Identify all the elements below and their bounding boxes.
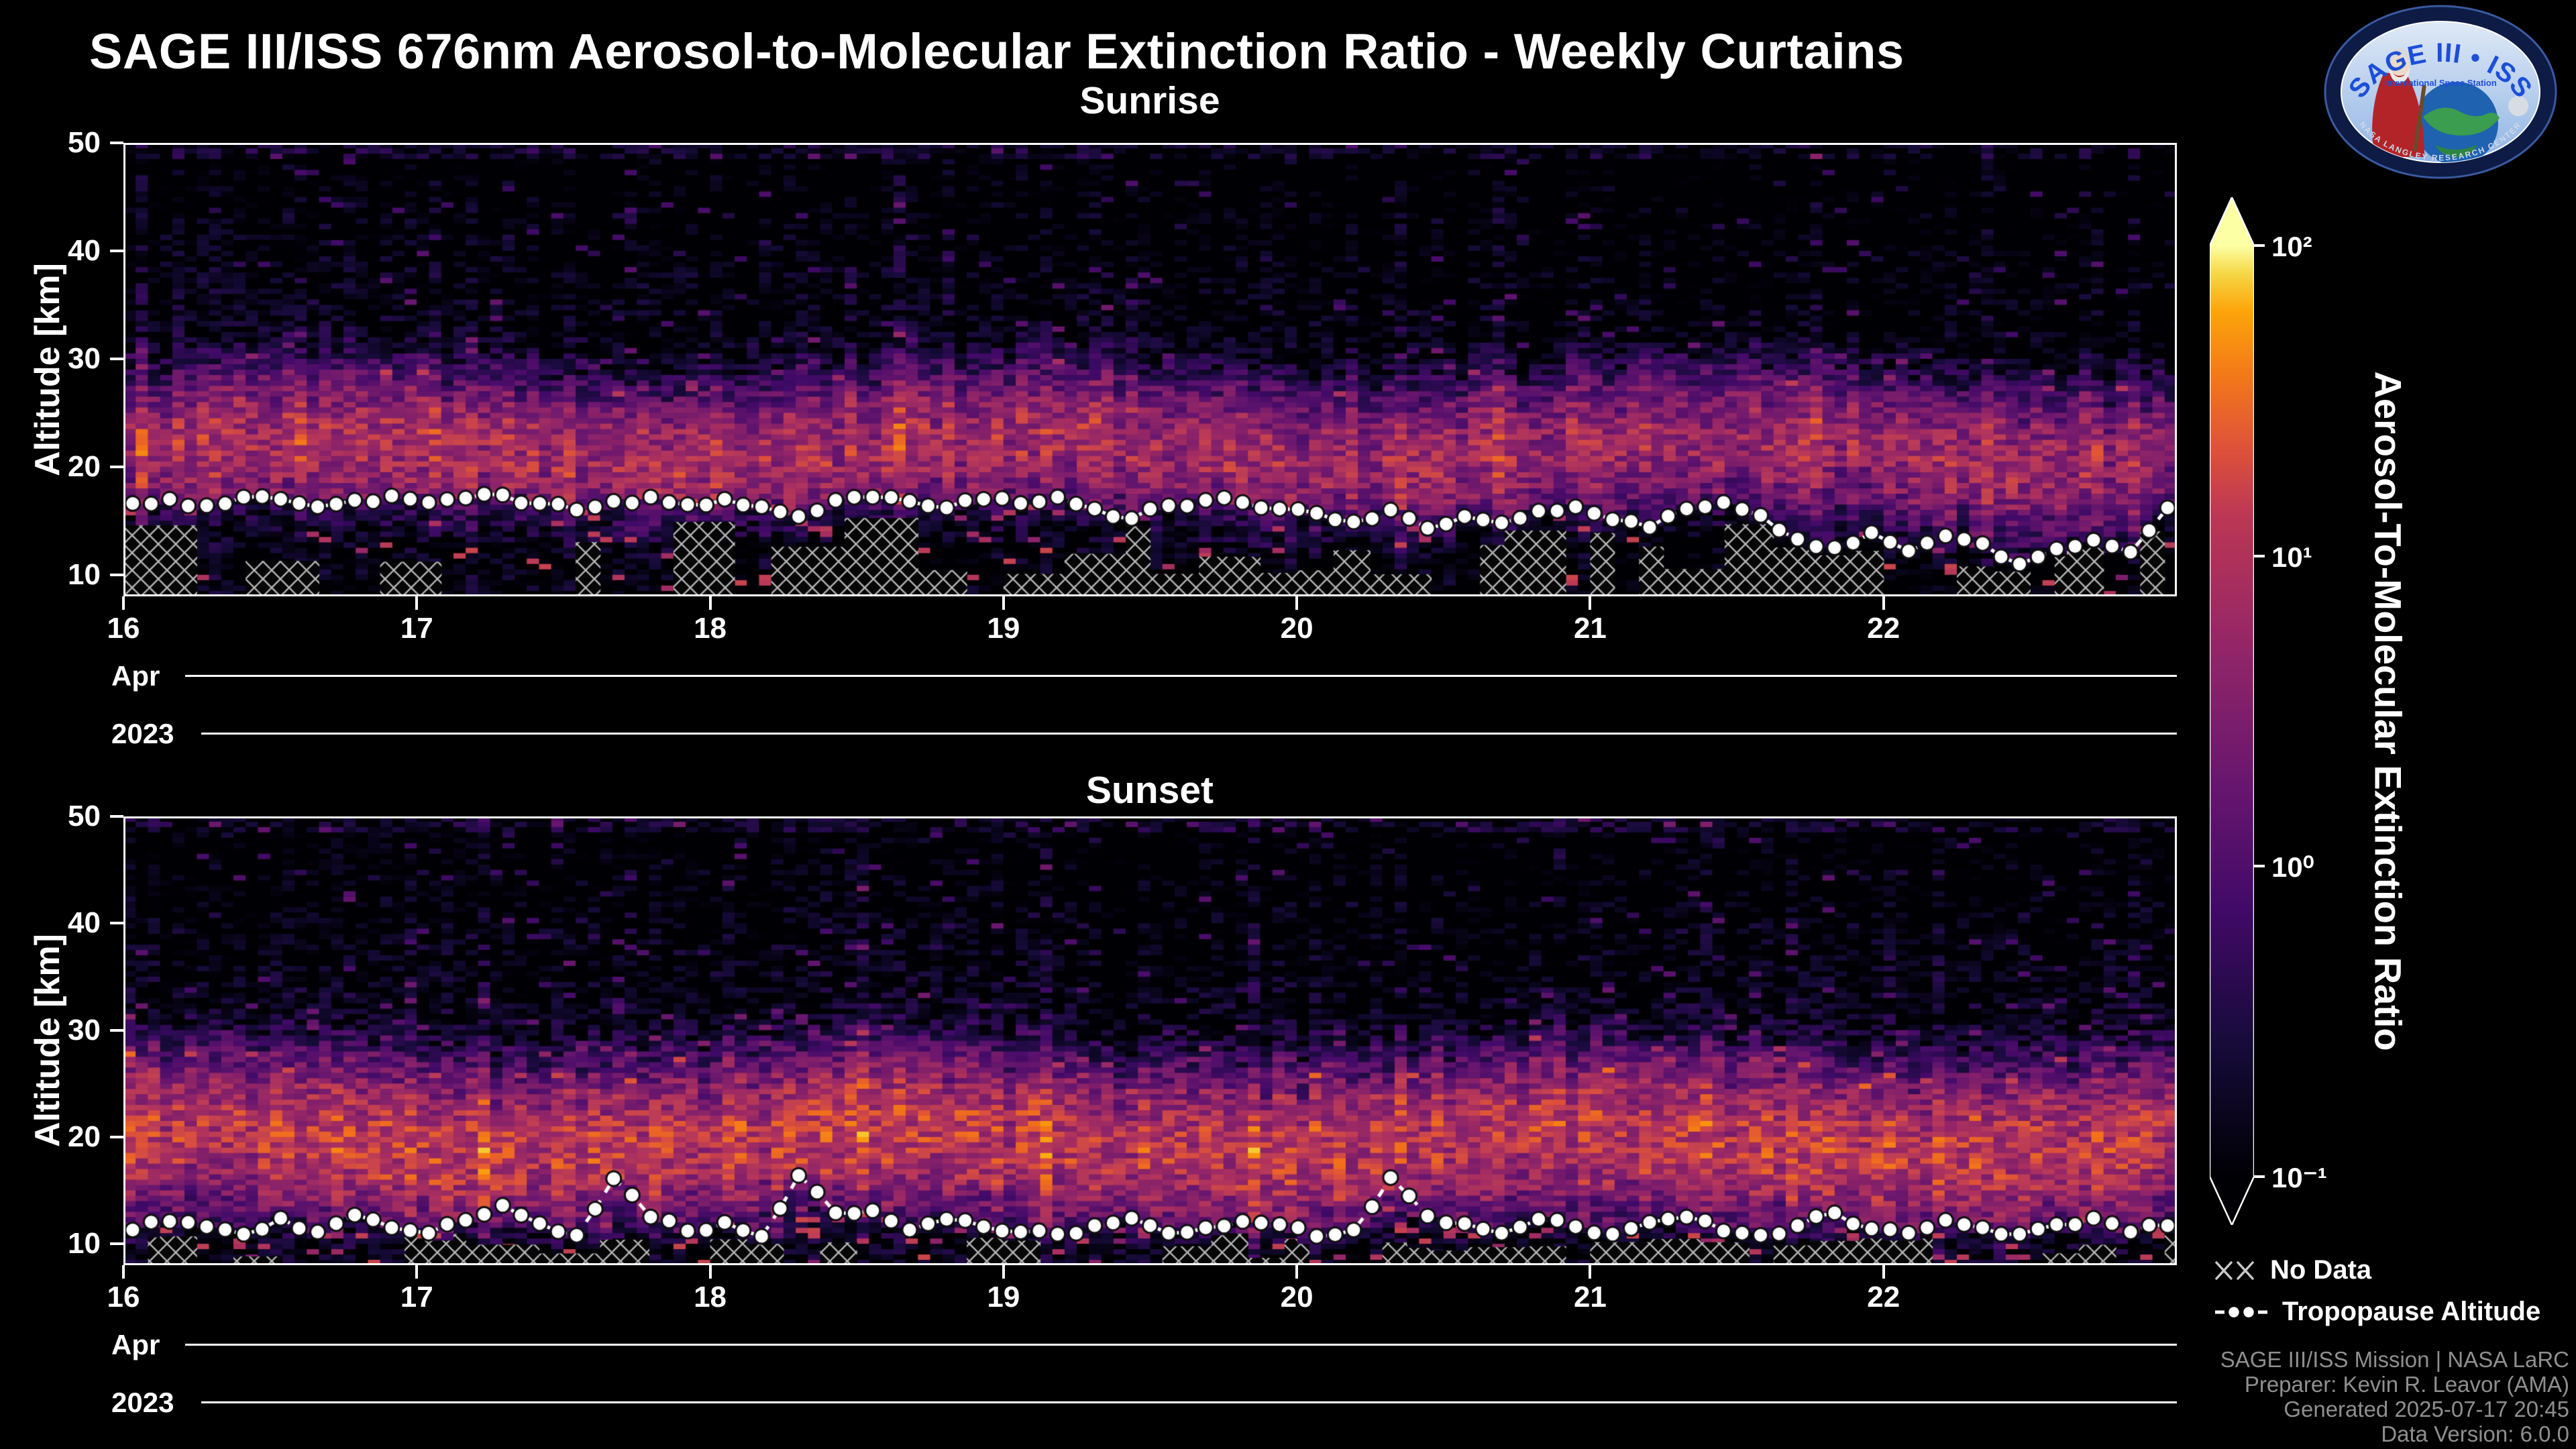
x-tick-mark <box>415 1265 419 1279</box>
colorbar-tick-mark <box>2254 1175 2265 1178</box>
x-tick-mark <box>415 596 419 610</box>
sage-iss-mission-logo: SAGE III • ISS International Space Stati… <box>2324 5 2557 179</box>
legend-no-data: No Data <box>2214 1255 2371 1285</box>
x-tick-label: 16 <box>107 1281 140 1313</box>
x-tick-mark <box>1002 1265 1005 1279</box>
page-title: SAGE III/ISS 676nm Aerosol-to-Molecular … <box>89 23 1904 79</box>
x-tick-mark <box>1589 596 1592 610</box>
y-tick-mark <box>110 357 123 360</box>
y-tick-label: 50 <box>68 800 101 833</box>
x-tick-mark <box>1882 596 1885 610</box>
y-tick-mark <box>110 1028 123 1032</box>
x-axis-month-line <box>185 1344 2177 1346</box>
credits: SAGE III/ISS Mission | NASA LaRC Prepare… <box>2220 1347 2569 1446</box>
x-tick-label: 19 <box>987 612 1020 645</box>
legend-tropopause: Tropopause Altitude <box>2214 1297 2540 1327</box>
y-tick-label: 40 <box>68 233 101 267</box>
y-tick-mark <box>110 465 123 468</box>
credit-version: Data Version: 6.0.0 <box>2381 1421 2569 1446</box>
y-tick-label: 50 <box>68 126 101 159</box>
y-tick-mark <box>110 573 123 576</box>
x-tick-label: 17 <box>400 612 433 645</box>
y-tick-label: 30 <box>68 1013 101 1046</box>
legend-no-data-label: No Data <box>2270 1255 2372 1285</box>
colorbar-label: Aerosol-To-Molecular Extinction Ratio <box>2367 371 2410 1051</box>
x-axis-month-label: Apr <box>111 1329 160 1360</box>
colorbar <box>2210 197 2254 1225</box>
x-tick-mark <box>1295 596 1299 610</box>
panel-title-sunrise: Sunrise <box>1079 79 1220 122</box>
x-tick-mark <box>708 596 712 610</box>
x-axis-year-label: 2023 <box>111 1387 174 1418</box>
colorbar-tick-mark <box>2254 554 2265 557</box>
y-tick-label: 10 <box>68 1227 101 1260</box>
legend-tropopause-label: Tropopause Altitude <box>2282 1297 2541 1326</box>
x-axis-year-line <box>201 1401 2177 1403</box>
x-tick-label: 22 <box>1867 1281 1900 1313</box>
x-tick-label: 18 <box>694 612 727 645</box>
y-tick-mark <box>110 1242 123 1246</box>
sunrise-heatmap-canvas <box>123 143 2177 596</box>
no-data-hatch-icon <box>2215 1260 2254 1280</box>
colorbar-tick-mark <box>2254 865 2265 868</box>
x-axis-month-label: Apr <box>111 660 160 692</box>
y-tick-label: 20 <box>68 449 101 483</box>
x-tick-label: 20 <box>1280 1281 1313 1313</box>
colorbar-tick-label: 10² <box>2271 231 2312 262</box>
x-tick-mark <box>1882 1265 1885 1279</box>
y-tick-mark <box>110 142 123 144</box>
colorbar-tick-label: 10⁻¹ <box>2271 1162 2327 1193</box>
x-tick-mark <box>1295 1265 1299 1279</box>
panel-title-sunset: Sunset <box>1085 769 1214 812</box>
x-tick-label: 19 <box>987 1281 1020 1313</box>
y-tick-label: 20 <box>68 1120 101 1153</box>
wizard-figure <box>2372 72 2424 157</box>
tropopause-marker-icon <box>2215 1305 2267 1319</box>
x-tick-label: 16 <box>107 612 140 645</box>
colorbar-tick-mark <box>2254 244 2265 247</box>
x-tick-label: 20 <box>1280 612 1313 645</box>
x-axis-year-label: 2023 <box>111 718 174 749</box>
x-tick-label: 17 <box>400 1281 433 1313</box>
moon-icon <box>2508 96 2528 116</box>
x-tick-mark <box>1589 1265 1592 1279</box>
x-tick-label: 21 <box>1573 1281 1607 1313</box>
x-tick-label: 18 <box>694 1281 727 1313</box>
credit-generated: Generated 2025-07-17 20:45 <box>2284 1397 2569 1421</box>
x-tick-mark <box>122 596 125 610</box>
colorbar-gradient-bar <box>2210 197 2254 1225</box>
x-axis-month-line <box>185 675 2177 677</box>
x-axis-year-line <box>201 733 2177 735</box>
x-tick-mark <box>708 1265 712 1279</box>
y-tick-label: 30 <box>68 341 101 375</box>
logo-subtitle: International Space Station <box>2384 78 2497 88</box>
colorbar-tick-label: 10⁰ <box>2271 851 2314 883</box>
credit-mission: SAGE III/ISS Mission | NASA LaRC <box>2220 1347 2569 1372</box>
credit-preparer: Preparer: Kevin R. Leavor (AMA) <box>2244 1372 2569 1397</box>
x-tick-mark <box>122 1265 125 1279</box>
sunset-heatmap-canvas <box>123 816 2177 1265</box>
y-tick-mark <box>110 1135 123 1138</box>
y-tick-mark <box>110 249 123 252</box>
y-tick-label: 10 <box>68 557 101 591</box>
colorbar-tick-label: 10¹ <box>2271 541 2312 573</box>
x-tick-label: 22 <box>1867 612 1900 645</box>
y-tick-label: 40 <box>68 906 101 940</box>
y-tick-mark <box>110 922 123 925</box>
x-tick-label: 21 <box>1573 612 1607 645</box>
y-tick-mark <box>110 815 123 818</box>
x-tick-mark <box>1002 596 1005 610</box>
